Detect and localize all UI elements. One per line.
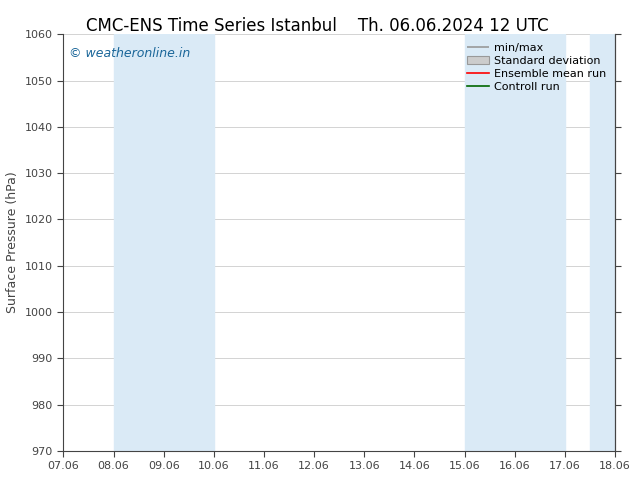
Y-axis label: Surface Pressure (hPa): Surface Pressure (hPa) — [6, 172, 19, 314]
Bar — [590, 34, 615, 451]
Text: © weatheronline.in: © weatheronline.in — [69, 47, 190, 60]
Bar — [113, 34, 214, 451]
Bar — [465, 34, 565, 451]
Legend: min/max, Standard deviation, Ensemble mean run, Controll run: min/max, Standard deviation, Ensemble me… — [464, 40, 609, 95]
Text: CMC-ENS Time Series Istanbul    Th. 06.06.2024 12 UTC: CMC-ENS Time Series Istanbul Th. 06.06.2… — [86, 17, 548, 35]
